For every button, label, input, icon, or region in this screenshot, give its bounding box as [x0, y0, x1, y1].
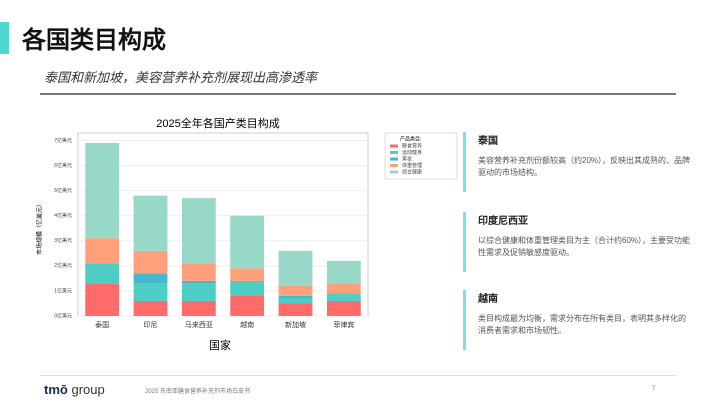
legend-swatch	[390, 170, 398, 174]
bar-segment	[278, 298, 313, 304]
panel-title: 印度尼西亚	[478, 216, 528, 227]
bar-segment	[230, 280, 265, 296]
legend-label: 综合健康	[402, 168, 422, 175]
bar-segment	[181, 283, 216, 301]
bar-segment	[181, 280, 216, 284]
bar-segment	[181, 300, 216, 316]
panel: 印度尼西亚以综合健康和体重管理类目为主（合计约60%），主要受功能性需求及促销敏…	[463, 212, 693, 272]
bar-segment	[133, 250, 168, 274]
bar-segment	[230, 215, 265, 269]
legend-swatch	[390, 144, 398, 148]
bar-segment	[181, 198, 216, 264]
bar-segment	[230, 295, 265, 316]
divider	[40, 93, 676, 95]
x-tick-label: 泰国	[95, 320, 109, 329]
accent-bar	[0, 22, 9, 54]
panel: 泰国美容营养补充剂份额较高（约20%），反映出其成熟的、品牌驱动的市场结构。	[463, 132, 693, 192]
bar-segment	[326, 283, 361, 294]
y-tick-label: 5亿美元	[54, 187, 72, 194]
footer-doc: 2025 东南亚膳食营养补充剂市场白皮书	[145, 389, 251, 395]
panel-title: 越南	[478, 294, 498, 305]
bar-segment	[133, 283, 168, 301]
panel-title: 泰国	[478, 136, 498, 147]
bar-segment	[85, 283, 120, 316]
chart-title: 2025全年各国产类目构成	[156, 116, 279, 130]
y-axis-label: 市场规模（亿美元）	[36, 201, 44, 255]
x-tick-label: 菲律宾	[333, 320, 354, 329]
plot-area	[77, 132, 369, 317]
bar-segment	[326, 260, 361, 284]
bar-segment	[181, 263, 216, 281]
page-title: 各国类目构成	[22, 27, 166, 54]
bar-segment	[85, 238, 120, 264]
bar-segment	[278, 250, 313, 286]
legend-swatch	[390, 151, 398, 154]
bar-segment	[85, 143, 120, 239]
panel-text: 美容营养补充剂份额较高（约20%），反映出其成熟的、品牌驱动的市场结构。	[478, 156, 691, 177]
y-tick-label: 0亿美元	[54, 312, 72, 319]
bar-segment	[278, 295, 313, 299]
x-tick-label: 马来西亚	[185, 321, 213, 329]
legend-swatch	[390, 164, 398, 167]
panel-text: 以综合健康和体重管理类目为主（合计约60%），主要受功能性需求及促销敏感度驱动。	[478, 236, 691, 257]
bar-segment	[278, 285, 313, 296]
bar-segment	[133, 195, 168, 251]
legend-title: 产品类目:	[400, 135, 421, 142]
subtitle: 泰国和新加坡，美容营养补充剂展现出高渗透率	[44, 70, 318, 85]
y-tick-label: 1亿美元	[54, 287, 72, 294]
x-tick-label: 印尼	[144, 321, 158, 329]
panel: 越南类目构成最为均衡，需求分布在所有类目，表明其多样化的消费者需求和市场韧性。	[463, 290, 693, 350]
legend-swatch	[390, 157, 398, 161]
logo-a: tmō	[44, 382, 68, 397]
panel-text: 类目构成最为均衡，需求分布在所有类目，表明其多样化的消费者需求和市场韧性。	[478, 314, 686, 335]
footer-line	[40, 375, 676, 376]
logo: tmō group	[44, 382, 105, 397]
bar-segment	[230, 268, 265, 281]
logo-b: group	[71, 382, 105, 397]
x-axis-label: 国家	[209, 338, 231, 352]
y-tick-label: 3亿美元	[54, 237, 72, 244]
legend-label: 美妆	[402, 155, 412, 162]
legend-label: 体重管理	[402, 162, 422, 169]
legend-label: 运动健身	[402, 149, 422, 156]
x-tick-label: 越南	[240, 320, 254, 329]
bar-segment	[326, 293, 361, 301]
y-tick-label: 7亿美元	[54, 137, 72, 144]
bar-segment	[133, 300, 168, 316]
bar-segment	[85, 263, 120, 284]
y-tick-label: 2亿美元	[54, 262, 72, 269]
legend-label: 膳食营养	[402, 142, 422, 149]
chart: 2025全年各国产类目构成 国家 市场规模（亿美元） 产品类目: 0亿美元 1亿美…	[36, 116, 458, 352]
bar-segment	[278, 303, 313, 316]
bar-segment	[326, 300, 361, 316]
y-tick-label: 4亿美元	[54, 212, 72, 219]
page-number: 7	[652, 386, 656, 392]
bar-segment	[133, 273, 168, 284]
x-tick-label: 新加坡	[285, 320, 306, 329]
y-tick-label: 6亿美元	[54, 162, 72, 169]
